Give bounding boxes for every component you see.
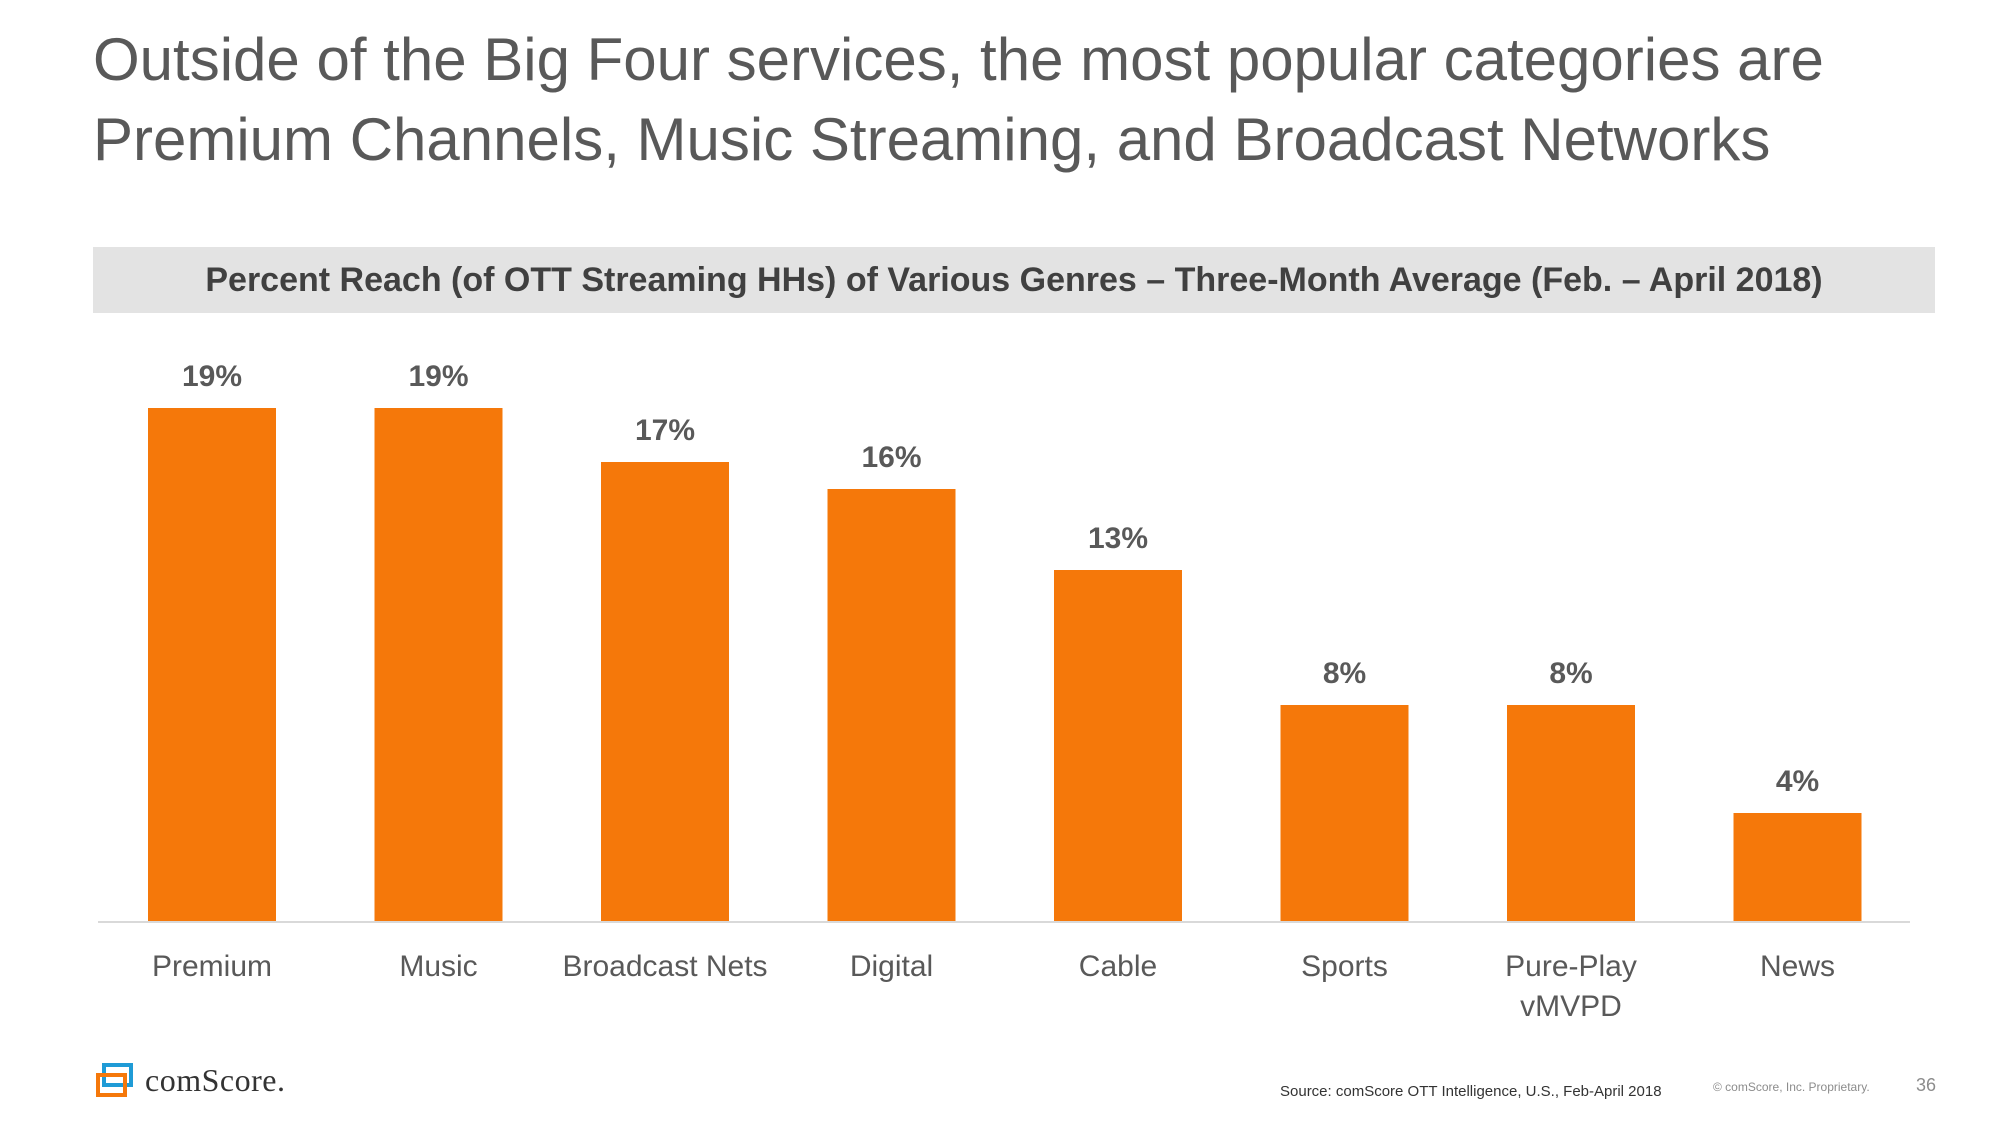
chart-title: Percent Reach (of OTT Streaming HHs) of … bbox=[205, 261, 1823, 299]
value-label-6: 8% bbox=[1549, 657, 1592, 690]
category-label-line: Cable bbox=[1079, 950, 1157, 983]
title-line-2: Premium Channels, Music Streaming, and B… bbox=[93, 106, 1771, 173]
title-line-1: Outside of the Big Four services, the mo… bbox=[93, 26, 1824, 93]
category-label-line: Digital bbox=[850, 950, 933, 983]
category-label-line: Broadcast Nets bbox=[562, 950, 767, 983]
value-label-1: 19% bbox=[408, 360, 468, 393]
category-label-2: Broadcast Nets bbox=[562, 950, 767, 983]
value-label-0: 19% bbox=[182, 360, 242, 393]
value-label-7: 4% bbox=[1776, 765, 1819, 798]
category-label-line: vMVPD bbox=[1520, 990, 1622, 1023]
bar-3 bbox=[827, 489, 956, 921]
value-label-3: 16% bbox=[861, 441, 921, 474]
category-label-line: Sports bbox=[1301, 950, 1388, 983]
bar-0 bbox=[148, 408, 276, 921]
category-label-0: Premium bbox=[152, 950, 272, 983]
chart-title-band: Percent Reach (of OTT Streaming HHs) of … bbox=[93, 247, 1935, 313]
category-label-4: Cable bbox=[1079, 950, 1157, 983]
value-label-5: 8% bbox=[1323, 657, 1366, 690]
copyright-note: © comScore, Inc. Proprietary. bbox=[1713, 1080, 1870, 1094]
category-label-7: News bbox=[1760, 950, 1835, 983]
comscore-logo: comScore. bbox=[95, 1062, 285, 1099]
category-label-line: Premium bbox=[152, 950, 272, 983]
page-number: 36 bbox=[1916, 1075, 1937, 1095]
bar-7 bbox=[1733, 813, 1862, 921]
bar-2 bbox=[601, 462, 729, 921]
bar-1 bbox=[374, 408, 503, 921]
bar-4 bbox=[1054, 570, 1182, 921]
page-title: Outside of the Big Four services, the mo… bbox=[93, 20, 1953, 180]
bar-chart: 19% Premium 19% Music 17% Broadcast Nets 16% Di… bbox=[98, 360, 1910, 1023]
value-label-4: 13% bbox=[1088, 522, 1148, 555]
comscore-logo-icon bbox=[96, 1062, 133, 1097]
category-label-line: Pure-Play bbox=[1505, 950, 1637, 983]
comscore-logo-text: comScore. bbox=[145, 1062, 286, 1098]
bar-6 bbox=[1507, 705, 1635, 921]
category-label-line: Music bbox=[399, 950, 477, 983]
category-label-line: News bbox=[1760, 950, 1835, 983]
category-label-3: Digital bbox=[850, 950, 933, 983]
category-label-5: Sports bbox=[1301, 950, 1388, 983]
value-label-2: 17% bbox=[635, 414, 695, 447]
category-label-6: Pure-Play vMVPD bbox=[1505, 950, 1637, 1023]
bar-5 bbox=[1280, 705, 1409, 921]
category-label-1: Music bbox=[399, 950, 477, 983]
source-note: Source: comScore OTT Intelligence, U.S.,… bbox=[1280, 1083, 1662, 1100]
